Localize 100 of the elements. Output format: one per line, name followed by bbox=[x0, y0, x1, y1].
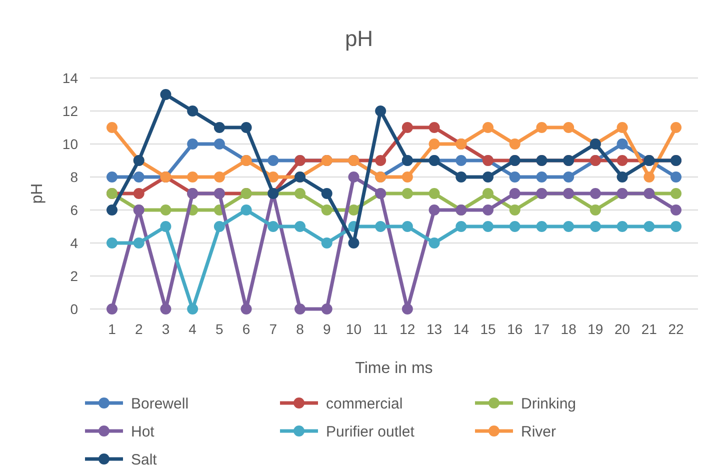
point bbox=[456, 172, 467, 182]
point bbox=[160, 89, 172, 100]
x-tick-label: 17 bbox=[534, 321, 550, 337]
x-tick-label: 20 bbox=[614, 321, 630, 337]
point bbox=[268, 172, 279, 182]
point bbox=[375, 106, 386, 116]
x-tick-label: 5 bbox=[216, 321, 224, 337]
x-tick-label: 10 bbox=[346, 321, 362, 337]
y-tick-label: 10 bbox=[62, 136, 78, 152]
point bbox=[644, 172, 655, 182]
point bbox=[106, 122, 118, 133]
point bbox=[321, 304, 332, 314]
y-tick-label: 6 bbox=[70, 202, 78, 218]
legend-label: Borewell bbox=[131, 395, 189, 412]
point bbox=[240, 204, 252, 216]
point bbox=[240, 122, 252, 133]
x-tick-label: 4 bbox=[188, 321, 197, 337]
point bbox=[321, 238, 332, 248]
point bbox=[509, 138, 520, 150]
point bbox=[616, 172, 628, 182]
point bbox=[294, 221, 306, 232]
point bbox=[509, 204, 520, 216]
point bbox=[348, 172, 360, 182]
point bbox=[482, 122, 494, 133]
y-axis-title: pH bbox=[29, 183, 46, 204]
point bbox=[133, 172, 144, 182]
point bbox=[321, 188, 332, 199]
point bbox=[402, 304, 413, 314]
y-tick-label: 12 bbox=[62, 102, 78, 119]
legend-label: commercial bbox=[326, 395, 403, 412]
point bbox=[536, 221, 548, 232]
point bbox=[509, 188, 520, 199]
point bbox=[187, 138, 198, 150]
point bbox=[240, 304, 252, 314]
point bbox=[616, 122, 628, 133]
point bbox=[428, 122, 440, 133]
point bbox=[456, 221, 467, 232]
point bbox=[187, 304, 198, 314]
point bbox=[563, 172, 574, 182]
point bbox=[482, 188, 494, 199]
point bbox=[348, 204, 360, 216]
x-tick-label: 19 bbox=[588, 321, 604, 337]
x-tick-label: 6 bbox=[242, 321, 250, 337]
point bbox=[482, 204, 494, 216]
legend-label: River bbox=[521, 423, 556, 440]
point bbox=[670, 122, 682, 133]
point bbox=[428, 188, 440, 199]
x-tick-label: 16 bbox=[507, 321, 523, 337]
point bbox=[402, 221, 413, 232]
point bbox=[375, 221, 386, 232]
point bbox=[563, 221, 574, 232]
point bbox=[106, 204, 118, 216]
chart-title: pH bbox=[344, 26, 374, 51]
point bbox=[187, 172, 198, 182]
point bbox=[268, 155, 279, 166]
point bbox=[133, 238, 144, 248]
x-tick-label: 8 bbox=[296, 321, 304, 337]
point bbox=[590, 188, 601, 199]
point bbox=[670, 188, 682, 199]
point bbox=[670, 172, 682, 182]
point bbox=[402, 188, 413, 199]
point bbox=[509, 172, 520, 182]
point bbox=[348, 238, 360, 248]
x-tick-label: 22 bbox=[668, 321, 684, 337]
point bbox=[590, 204, 601, 216]
point bbox=[106, 238, 118, 248]
point bbox=[214, 221, 225, 232]
x-tick-label: 13 bbox=[426, 321, 442, 337]
point bbox=[670, 204, 682, 216]
x-tick-label: 1 bbox=[108, 321, 116, 337]
point bbox=[616, 221, 628, 232]
x-tick-label: 2 bbox=[134, 321, 143, 337]
point bbox=[428, 138, 440, 150]
y-tick-label: 8 bbox=[70, 168, 78, 185]
point bbox=[214, 172, 225, 182]
point bbox=[160, 221, 172, 232]
point bbox=[616, 138, 628, 150]
point bbox=[214, 122, 225, 133]
point bbox=[214, 138, 225, 150]
point bbox=[160, 304, 172, 314]
x-tick-label: 12 bbox=[400, 321, 416, 337]
point bbox=[321, 204, 332, 216]
x-tick-label: 15 bbox=[480, 321, 496, 337]
point bbox=[106, 304, 118, 314]
point bbox=[456, 155, 467, 166]
y-tick-label: 14 bbox=[62, 70, 78, 86]
legend-label: Purifier outlet bbox=[326, 423, 416, 440]
point bbox=[670, 221, 682, 232]
y-tick-label: 4 bbox=[70, 234, 78, 251]
point bbox=[160, 204, 172, 216]
point bbox=[294, 304, 306, 314]
x-tick-label: 7 bbox=[269, 321, 278, 337]
point bbox=[106, 172, 118, 182]
x-axis-title: Time in ms bbox=[355, 360, 433, 377]
y-tick-label: 2 bbox=[70, 268, 78, 284]
legend-label: Salt bbox=[131, 451, 158, 468]
point bbox=[482, 172, 494, 182]
x-tick-label: 9 bbox=[322, 321, 331, 337]
x-tick-label: 3 bbox=[162, 321, 170, 337]
point bbox=[375, 155, 386, 166]
